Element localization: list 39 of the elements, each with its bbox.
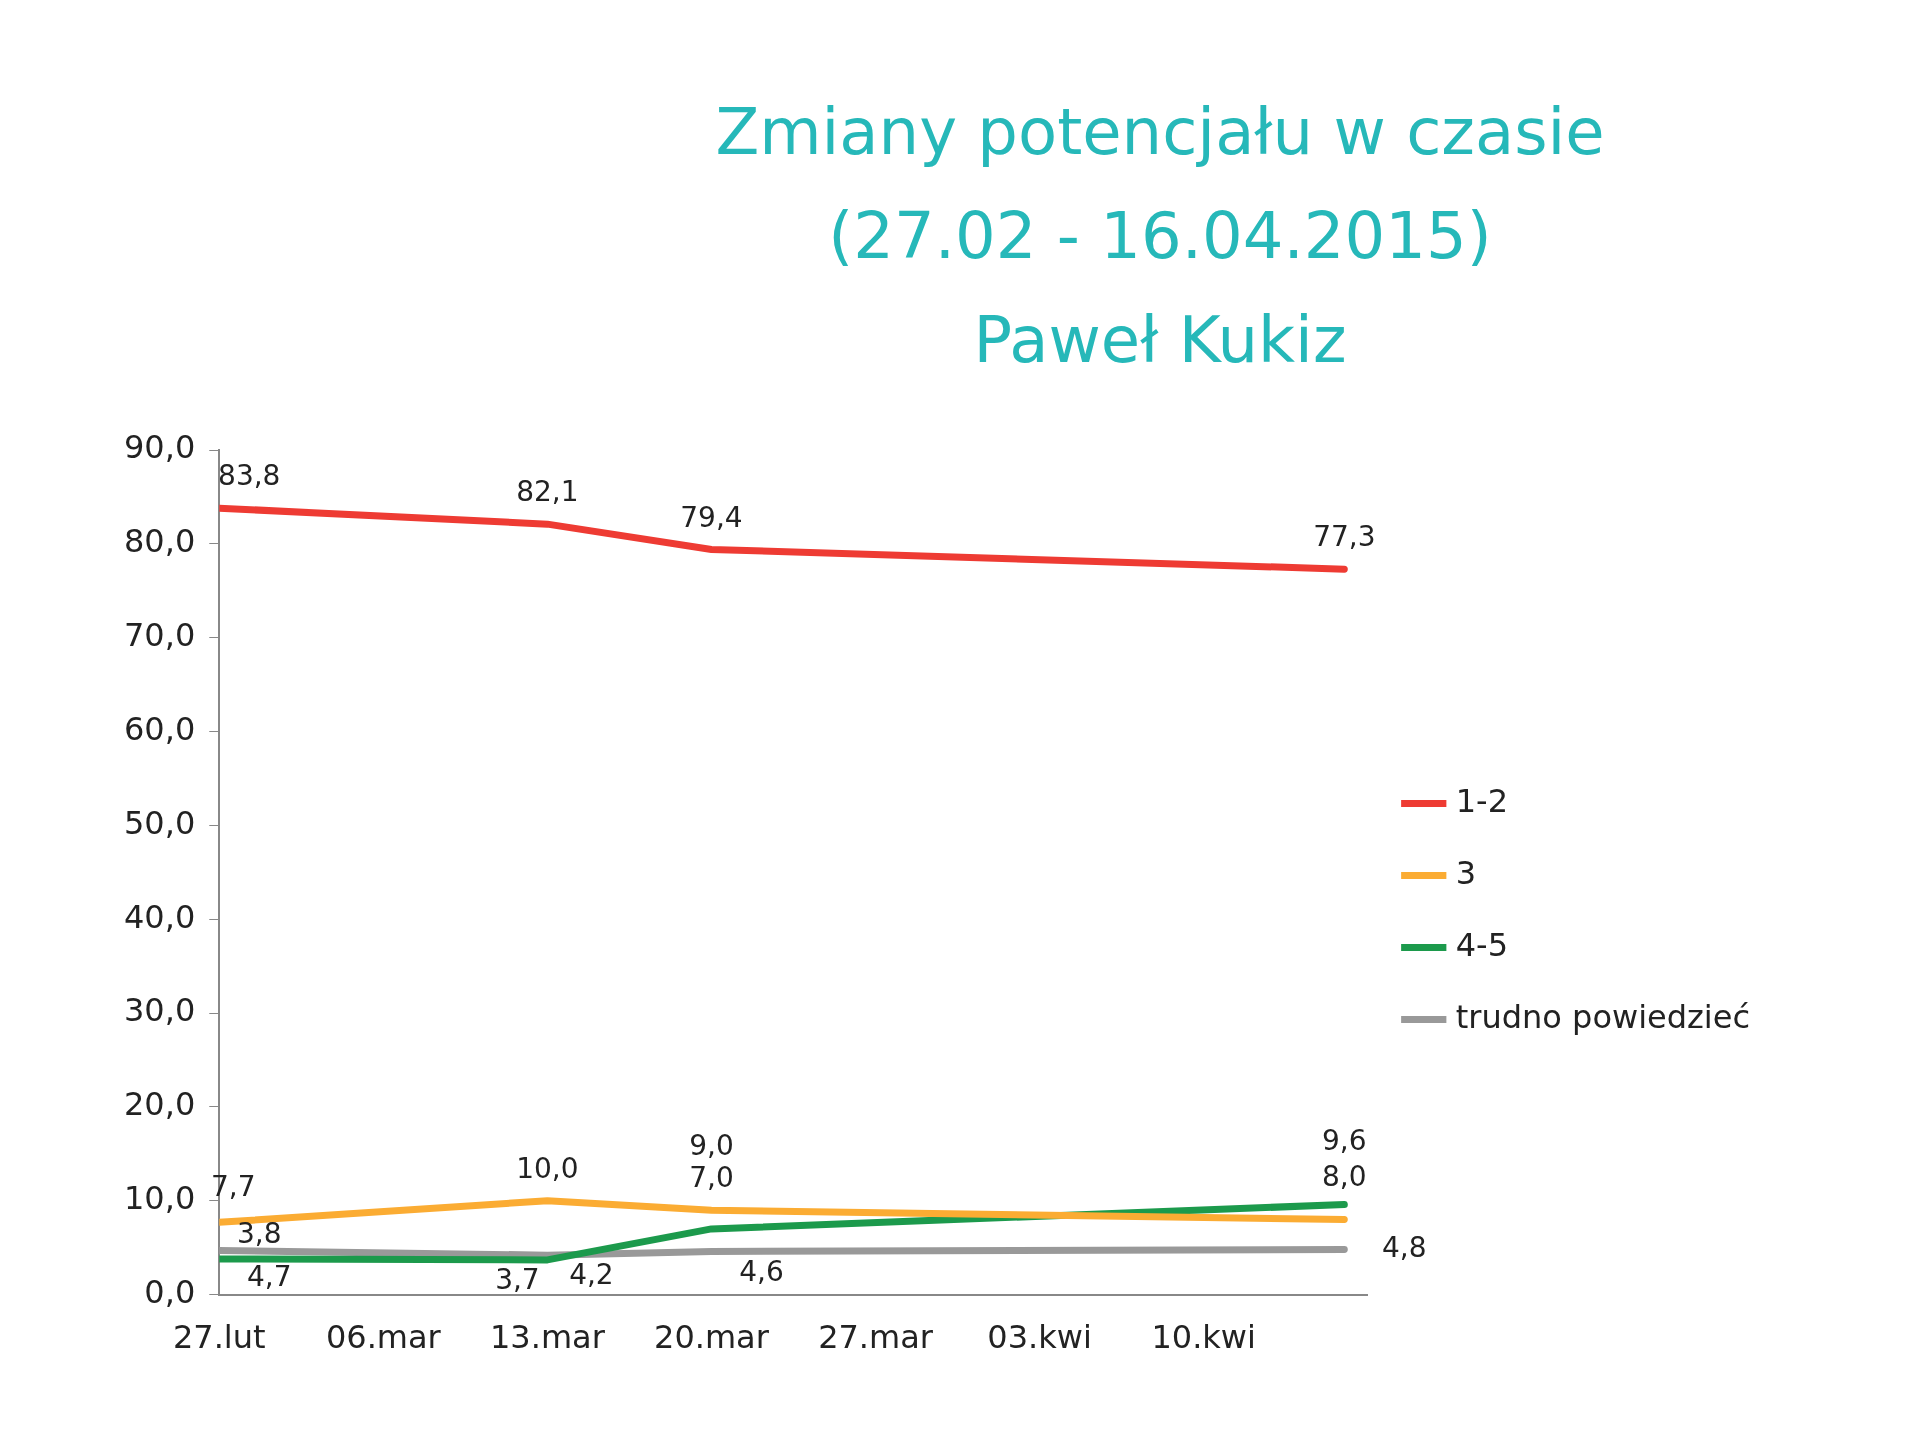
- x-tick-label: 10.kwi: [1151, 1318, 1256, 1357]
- y-tick-label: 0,0: [144, 1272, 196, 1311]
- legend-label: 3: [1455, 853, 1477, 892]
- data-label: 7,7: [210, 1169, 256, 1203]
- data-label: 9,0: [689, 1129, 734, 1163]
- data-label: 9,6: [1322, 1123, 1367, 1157]
- x-tick-label: 06.mar: [325, 1318, 442, 1357]
- data-label: 83,8: [218, 459, 281, 493]
- data-label: 3,7: [495, 1263, 540, 1297]
- data-label: 4,7: [246, 1259, 292, 1293]
- x-tick-label: 27.mar: [818, 1318, 934, 1357]
- x-tick-label: 20.mar: [654, 1318, 770, 1357]
- y-tick-label: 40,0: [124, 897, 196, 936]
- legend-label: 4-5: [1455, 925, 1509, 964]
- legend-label: 1-2: [1455, 781, 1509, 820]
- y-tick-label: 10,0: [124, 1179, 196, 1218]
- legend-label: trudno powiedzieć: [1455, 997, 1750, 1036]
- chart-subtitle: Paweł Kukiz: [972, 302, 1348, 379]
- x-tick-label: 13.mar: [489, 1318, 606, 1357]
- data-label: 4,6: [739, 1254, 784, 1288]
- x-tick-label: 03.kwi: [987, 1318, 1092, 1357]
- data-label: 3,8: [236, 1217, 282, 1251]
- y-tick-label: 80,0: [124, 522, 196, 561]
- data-label: 4,2: [569, 1258, 614, 1292]
- x-tick-label: 27.lut: [172, 1318, 266, 1357]
- data-label: 77,3: [1313, 520, 1376, 554]
- y-tick-label: 70,0: [124, 616, 196, 654]
- chart-title: Zmiany potencjału w czasie (27.02 - 16.04.2015): [714, 94, 1606, 275]
- data-label: 4,8: [1382, 1230, 1427, 1264]
- data-label: 79,4: [680, 500, 743, 534]
- y-tick-label: 90,0: [124, 428, 196, 467]
- y-tick-label: 30,0: [124, 991, 196, 1030]
- data-label: 8,0: [1322, 1159, 1367, 1193]
- y-tick-label: 60,0: [124, 709, 196, 748]
- data-label: 82,1: [516, 475, 579, 509]
- y-tick-label: 20,0: [124, 1085, 196, 1124]
- data-label: 7,0: [689, 1161, 734, 1195]
- data-label: 10,0: [516, 1152, 579, 1186]
- y-tick-label: 50,0: [124, 803, 196, 842]
